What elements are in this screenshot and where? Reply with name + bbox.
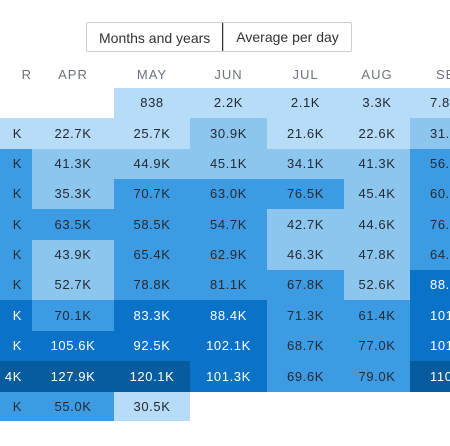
heatmap-cell: 44.6K (344, 209, 410, 240)
column-header: R (21, 67, 32, 82)
column-header: MAY (136, 67, 168, 82)
column-header: AUG (361, 67, 393, 82)
heatmap-cell: 44.9K (114, 149, 190, 179)
heatmap-cell: 43.9K (32, 240, 114, 270)
heatmap-cell: 88.4K (190, 300, 267, 331)
heatmap-cell: 81.1K (190, 270, 267, 300)
heatmap-cell: 92.5K (114, 331, 190, 361)
heatmap-cell: K (0, 118, 32, 149)
heatmap-cell: 79.0K (344, 361, 410, 392)
heatmap-cell: 42.7K (267, 209, 344, 240)
heatmap-cell: 62.9K (190, 240, 267, 270)
heatmap-cell: 41.3K (32, 149, 114, 179)
heatmap-cell: 31. (410, 118, 450, 149)
heatmap-cell: 60. (410, 179, 450, 209)
heatmap-cell: 101 (410, 331, 450, 361)
heatmap-cell: 83.3K (114, 300, 190, 331)
heatmap-cell: 58.5K (114, 209, 190, 240)
heatmap-cell: 68.7K (267, 331, 344, 361)
heatmap-cell: 78.8K (114, 270, 190, 300)
heatmap-cell: 102.1K (190, 331, 267, 361)
heatmap-cell: 41.3K (344, 149, 410, 179)
heatmap-cell: 45.1K (190, 149, 267, 179)
heatmap-cell: 61.4K (344, 300, 410, 331)
heatmap-cell: 101 (410, 300, 450, 331)
heatmap-cell: 101.3K (190, 361, 267, 392)
average-per-day-button[interactable]: Average per day (223, 23, 351, 51)
heatmap-cell: 55.0K (32, 392, 114, 421)
heatmap-cell: 2.2K (190, 88, 267, 118)
heatmap-cell: 56. (410, 149, 450, 179)
heatmap-cell: 127.9K (32, 361, 114, 392)
heatmap-cell: 70.1K (32, 300, 114, 331)
heatmap-cell: 52.7K (32, 270, 114, 300)
heatmap-cell: 35.3K (32, 179, 114, 209)
heatmap-cell: 67.8K (267, 270, 344, 300)
heatmap-cell: 71.3K (267, 300, 344, 331)
heatmap-cell: 30.9K (190, 118, 267, 149)
heatmap-cell: 70.7K (114, 179, 190, 209)
column-header: JUL (292, 67, 319, 82)
heatmap-cell: 54.7K (190, 209, 267, 240)
heatmap-cell: K (0, 179, 32, 209)
heatmap-cell: 3.3K (344, 88, 410, 118)
heatmap-cell: 64. (410, 240, 450, 270)
heatmap-cell: 838 (114, 88, 190, 118)
heatmap-cell: K (0, 149, 32, 179)
heatmap-cell: 88. (410, 270, 450, 300)
months-and-years-button[interactable]: Months and years (86, 23, 224, 51)
column-header: APR (58, 67, 88, 82)
heatmap-cell: 47.8K (344, 240, 410, 270)
heatmap-cell: 76.5K (267, 179, 344, 209)
heatmap-cell: 22.6K (344, 118, 410, 149)
heatmap-cell: 77.0K (344, 331, 410, 361)
heatmap-cell: 7.8 (410, 88, 450, 118)
heatmap-cell: 46.3K (267, 240, 344, 270)
heatmap-cell: 2.1K (267, 88, 344, 118)
heatmap-cell: 45.4K (344, 179, 410, 209)
heatmap-cell: 4K (0, 361, 32, 392)
heatmap-cell: 63.5K (32, 209, 114, 240)
heatmap-cell: 105.6K (32, 331, 114, 361)
heatmap-cell: K (0, 392, 32, 421)
column-header: JUN (214, 67, 243, 82)
heatmap-cell: 25.7K (114, 118, 190, 149)
heatmap-cell: 22.7K (32, 118, 114, 149)
heatmap-cell: 21.6K (267, 118, 344, 149)
heatmap-cell: 120.1K (114, 361, 190, 392)
heatmap-cell: 110 (410, 361, 450, 392)
heatmap-cell: K (0, 300, 32, 331)
heatmap-cell: 69.6K (267, 361, 344, 392)
heatmap-cell: 52.6K (344, 270, 410, 300)
heatmap-cell: 34.1K (267, 149, 344, 179)
heatmap-cell: 65.4K (114, 240, 190, 270)
view-toggle: Months and years Average per day (86, 22, 352, 52)
column-header: SE (436, 67, 450, 82)
heatmap-cell: 76. (410, 209, 450, 240)
heatmap-cell: K (0, 240, 32, 270)
heatmap-cell: K (0, 209, 32, 240)
heatmap-cell: K (0, 331, 32, 361)
heatmap-cell: K (0, 270, 32, 300)
heatmap-cell: 30.5K (114, 392, 190, 421)
heatmap-cell: 63.0K (190, 179, 267, 209)
